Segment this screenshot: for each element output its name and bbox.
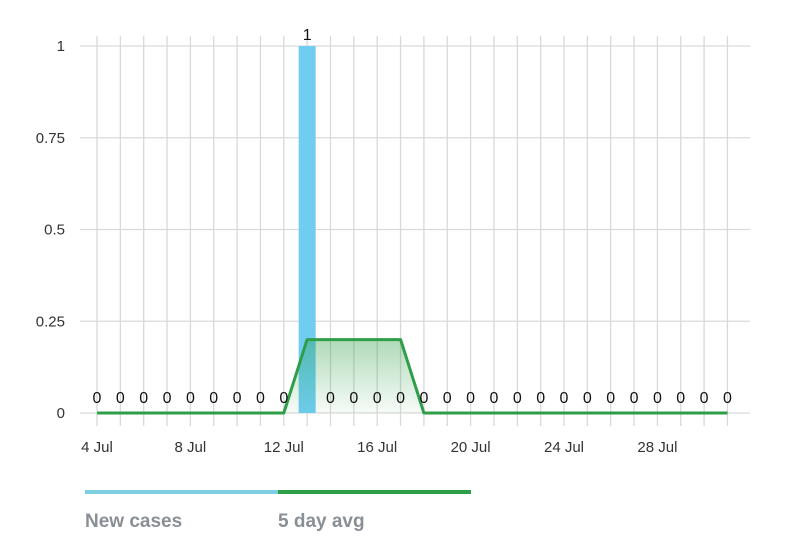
new-cases-bars — [298, 46, 316, 413]
data-label: 0 — [326, 390, 335, 407]
x-tick-label: 24 Jul — [544, 439, 584, 456]
bar-new-cases — [298, 46, 316, 413]
data-label: 0 — [560, 390, 569, 407]
data-label: 0 — [630, 390, 639, 407]
x-tick-label: 8 Jul — [175, 439, 207, 456]
data-label: 0 — [723, 390, 732, 407]
data-label: 0 — [279, 390, 288, 407]
legend-swatch-new-cases — [85, 490, 278, 494]
data-label: 0 — [93, 390, 102, 407]
legend-label-new-cases: New cases — [85, 511, 183, 532]
axis-ticks: 0 0.25 0.5 0.75 1 4 Jul 8 Jul 12 Jul 16 Jul 20 Ju… — [36, 38, 678, 456]
data-label: 0 — [256, 390, 265, 407]
data-label: 0 — [513, 390, 522, 407]
data-label: 0 — [583, 390, 592, 407]
y-tick-label: 0.5 — [44, 222, 65, 239]
data-label: 0 — [606, 390, 615, 407]
data-label: 0 — [536, 390, 545, 407]
data-label: 0 — [396, 390, 405, 407]
data-label: 0 — [676, 390, 685, 407]
grid-lines — [80, 36, 750, 426]
case-chart: 0 0 0 0 0 0 0 0 010 0 0 0 0 0 0 0 0 0 0 0 0 0 0 0 0 0 00.250.50.7… — [36, 27, 750, 456]
y-tick-label: 0.25 — [36, 313, 65, 330]
y-tick-label: 0.75 — [36, 130, 65, 147]
data-label: 0 — [489, 390, 498, 407]
x-tick-label: 28 Jul — [637, 439, 677, 456]
data-label: 0 — [349, 390, 358, 407]
data-label: 0 — [163, 390, 172, 407]
avg-area — [97, 339, 728, 413]
avg-line — [97, 338, 728, 415]
data-label: 0 — [419, 390, 428, 407]
avg-area-fill — [97, 339, 728, 413]
data-label: 0 — [233, 390, 242, 407]
data-labels: 0 0 0 0 0 0 0 0 010 0 0 0 0 0 0 0 0 0 0 0 0 0 0 0 0 0 — [93, 27, 732, 407]
avg-line-layer — [97, 338, 728, 415]
x-tick-label: 16 Jul — [357, 439, 397, 456]
legend-swatch-5-day-avg — [278, 490, 471, 494]
legend-item-new-cases[interactable]: New cases — [85, 490, 278, 533]
y-tick-label: 1 — [57, 38, 65, 55]
data-label: 0 — [116, 390, 125, 407]
legend: New cases 5 day avg — [85, 490, 471, 533]
data-label: 1 — [303, 27, 312, 44]
x-tick-label: 4 Jul — [81, 439, 113, 456]
data-label: 0 — [139, 390, 148, 407]
data-label: 0 — [466, 390, 475, 407]
x-tick-label: 12 Jul — [264, 439, 304, 456]
data-label: 0 — [209, 390, 218, 407]
data-label: 0 — [186, 390, 195, 407]
data-label: 0 — [443, 390, 452, 407]
data-label: 0 — [700, 390, 709, 407]
data-label: 0 — [653, 390, 662, 407]
legend-item-5-day-avg[interactable]: 5 day avg — [278, 490, 471, 533]
data-label: 0 — [373, 390, 382, 407]
legend-label-5-day-avg: 5 day avg — [278, 511, 365, 532]
x-tick-label: 20 Jul — [451, 439, 491, 456]
y-tick-label: 0 — [57, 405, 65, 422]
